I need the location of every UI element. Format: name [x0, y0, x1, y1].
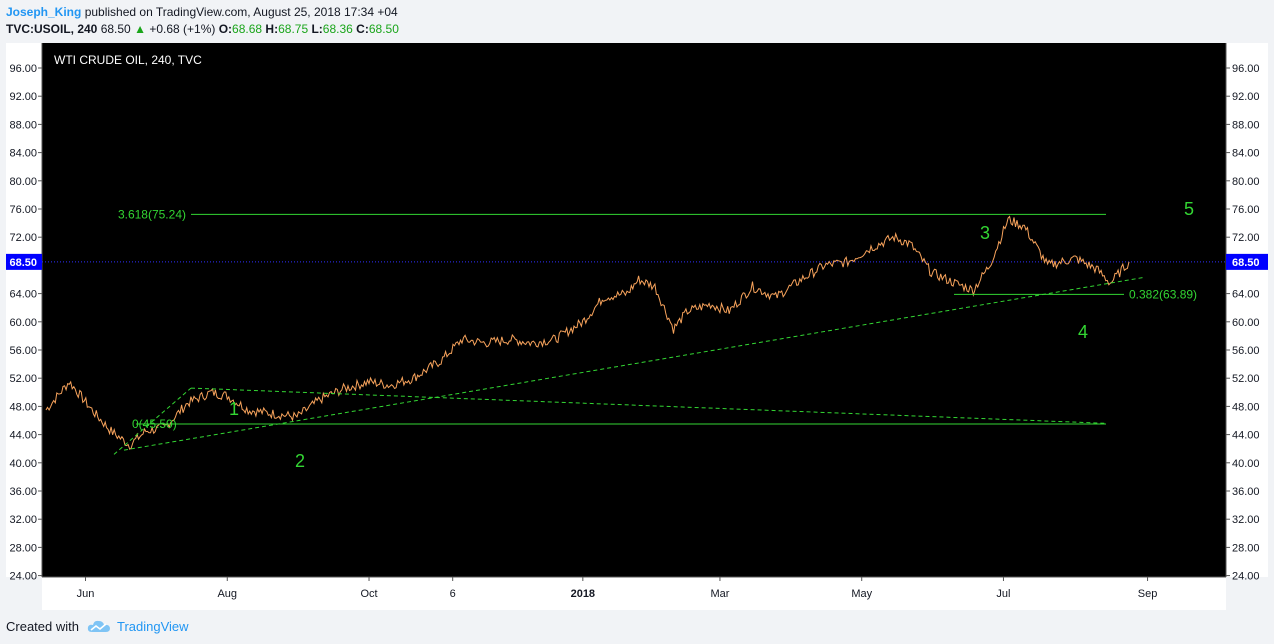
- fib-0382-label: 0.382(63.89): [1129, 287, 1197, 301]
- x-tick-label: Jul: [996, 588, 1010, 600]
- tradingview-cloud-icon: [87, 620, 110, 632]
- y-tick-label-right: 28.00: [1232, 542, 1260, 554]
- x-tick-label: Sep: [1138, 588, 1158, 600]
- y-tick-label-right: 64.00: [1232, 289, 1260, 301]
- y-tick-label-left: 76.00: [9, 204, 37, 216]
- x-tick-label: 2018: [571, 588, 595, 600]
- y-tick-label-left: 40.00: [9, 458, 37, 470]
- y-tick-label-left: 28.00: [9, 542, 37, 554]
- x-tick-label: May: [851, 588, 872, 600]
- y-tick-label-left: 36.00: [9, 486, 37, 498]
- y-tick-label-right: 96.00: [1232, 63, 1260, 75]
- last-price-badge-left: [6, 253, 42, 270]
- y-tick-label-right: 80.00: [1232, 176, 1260, 188]
- ohlc-line: TVC:USOIL, 240 68.50 ▲ +0.68 (+1%) O:68.…: [6, 21, 399, 38]
- x-tick-label: Jun: [77, 588, 95, 600]
- trendline-wave1-up: [113, 387, 192, 455]
- wave-label-2: 2: [295, 451, 305, 471]
- plot-background: [42, 43, 1226, 577]
- y-tick-label-right: 88.00: [1232, 119, 1260, 131]
- chart-header: Joseph_King published on TradingView.com…: [6, 4, 399, 38]
- change-value: +0.68 (+1%): [149, 22, 216, 36]
- trendline-lower-support: [123, 276, 1145, 451]
- close-label: C:: [356, 22, 369, 36]
- y-tick-label-right: 72.00: [1232, 232, 1260, 244]
- y-tick-label-left: 92.00: [9, 91, 37, 103]
- y-tick-label-right: 24.00: [1232, 571, 1260, 583]
- right-price-scale: [1226, 43, 1268, 577]
- wave-label-1: 1: [229, 399, 239, 419]
- trendline-upper-channel: [190, 387, 1107, 424]
- publish-line: Joseph_King published on TradingView.com…: [6, 4, 399, 21]
- x-tick-label: Oct: [360, 588, 377, 600]
- chart-title: WTI CRUDE OIL, 240, TVC: [54, 53, 202, 67]
- y-tick-label-left: 64.00: [9, 289, 37, 301]
- last-price-label-right: 68.50: [1232, 257, 1260, 269]
- low-label: L:: [311, 22, 323, 36]
- tradingview-link[interactable]: TradingView: [116, 618, 189, 634]
- y-tick-label-right: 92.00: [1232, 91, 1260, 103]
- high-label: H:: [265, 22, 279, 36]
- high-value: 68.75: [278, 22, 309, 36]
- y-tick-label-right: 40.00: [1232, 458, 1260, 470]
- y-tick-label-right: 48.00: [1232, 401, 1260, 413]
- author-link[interactable]: Joseph_King: [6, 5, 82, 19]
- published-text: published on TradingView.com, August 25,…: [84, 5, 398, 19]
- y-tick-label-right: 76.00: [1232, 204, 1260, 216]
- wave-label-3: 3: [980, 223, 990, 243]
- y-tick-label-left: 60.00: [9, 317, 37, 329]
- x-tick-label: Aug: [217, 588, 237, 600]
- time-scale: [42, 577, 1226, 610]
- y-tick-label-right: 36.00: [1232, 486, 1260, 498]
- x-tick-label: Mar: [710, 588, 729, 600]
- footer: Created with TradingView: [6, 618, 189, 634]
- price-series-line: [45, 215, 1130, 450]
- y-tick-label-left: 88.00: [9, 119, 37, 131]
- symbol-label: TVC:USOIL, 240: [6, 22, 98, 36]
- price-chart[interactable]: 96.00 96.00 92.00 92.00 88.00 88.00 84.00 84.00…: [6, 43, 1268, 610]
- chart-area[interactable]: 96.00 96.00 92.00 92.00 88.00 88.00 84.00 84.00…: [6, 43, 1268, 610]
- fib-3618-label: 3.618(75.24): [118, 207, 186, 221]
- open-label: O:: [218, 22, 233, 36]
- y-tick-label-left: 84.00: [9, 148, 37, 160]
- last-price: 68.50: [100, 22, 131, 36]
- y-tick-label-right: 60.00: [1232, 317, 1260, 329]
- y-tick-label-left: 52.00: [9, 373, 37, 385]
- close-value: 68.50: [368, 22, 399, 36]
- x-tick-label: 6: [450, 588, 456, 600]
- y-tick-label-left: 32.00: [9, 514, 37, 526]
- y-tick-label-right: 52.00: [1232, 373, 1260, 385]
- wave-label-5: 5: [1184, 199, 1194, 219]
- left-price-scale: [6, 43, 42, 577]
- low-value: 68.36: [322, 22, 353, 36]
- last-price-label-left: 68.50: [9, 257, 37, 269]
- wave-label-4: 4: [1078, 322, 1088, 342]
- y-tick-label-right: 56.00: [1232, 345, 1260, 357]
- open-value: 68.68: [232, 22, 263, 36]
- y-tick-label-right: 84.00: [1232, 148, 1260, 160]
- y-tick-label-left: 56.00: [9, 345, 37, 357]
- fib-zero-label: 0(45.50): [132, 417, 177, 431]
- y-tick-label-left: 24.00: [9, 571, 37, 583]
- y-tick-label-left: 80.00: [9, 176, 37, 188]
- y-tick-label-right: 32.00: [1232, 514, 1260, 526]
- y-tick-label-left: 48.00: [9, 401, 37, 413]
- last-price-badge-right: [1226, 253, 1268, 270]
- y-tick-label-left: 44.00: [9, 430, 37, 442]
- y-tick-label-left: 96.00: [9, 63, 37, 75]
- up-arrow-icon: ▲: [134, 22, 146, 36]
- y-tick-label-right: 44.00: [1232, 430, 1260, 442]
- y-tick-label-left: 72.00: [9, 232, 37, 244]
- created-with-text: Created with: [6, 618, 79, 634]
